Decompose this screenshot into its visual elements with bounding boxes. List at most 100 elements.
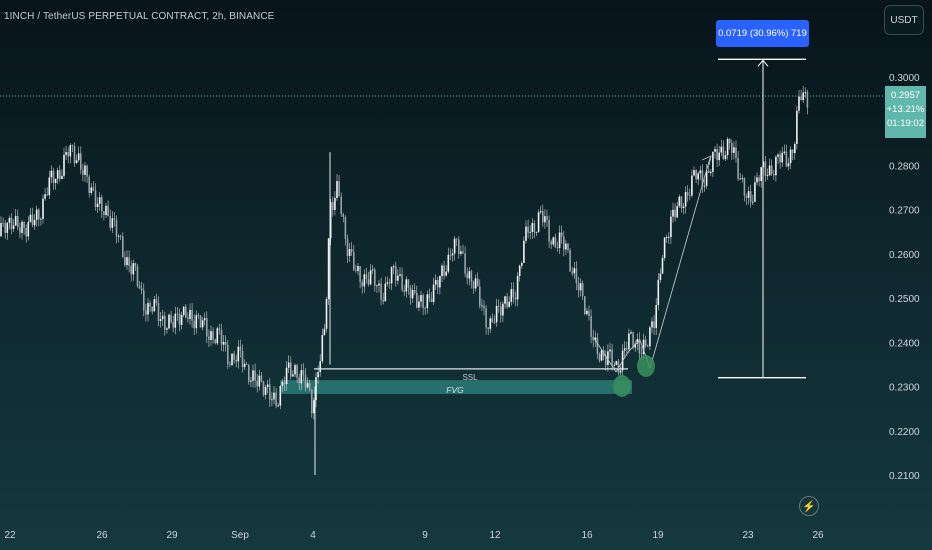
candle-body — [166, 328, 168, 330]
candle-body — [325, 299, 328, 329]
candle-body — [600, 350, 603, 361]
candle-body — [298, 377, 300, 384]
candle-body — [124, 257, 126, 266]
candle-body — [193, 320, 195, 329]
candle-body — [59, 170, 61, 180]
candle-body — [760, 167, 762, 182]
candle-body — [277, 405, 279, 407]
time-tick-label: Sep — [231, 530, 249, 541]
candle-body — [474, 278, 477, 289]
candle-body — [38, 209, 40, 220]
candle-body — [449, 254, 452, 256]
candle-body — [283, 381, 286, 385]
candle-body — [483, 305, 485, 309]
candle-body — [248, 364, 250, 382]
candle-body — [388, 282, 391, 284]
candle-body — [250, 380, 252, 382]
candle-body — [542, 211, 544, 223]
candle-body — [241, 350, 244, 368]
candle-body — [500, 306, 502, 316]
candle-body — [269, 384, 271, 400]
candle-body — [447, 254, 450, 272]
candle-body — [466, 273, 468, 279]
bar-countdown: 01:19:02 — [887, 118, 924, 129]
candle-body — [640, 353, 643, 355]
price-range-measure-label[interactable]: 0.0719 (30.96%) 719 — [716, 20, 809, 47]
candle-body — [443, 265, 445, 276]
candle-body — [779, 154, 781, 163]
candle-body — [6, 222, 9, 233]
candle-body — [220, 330, 223, 345]
candle-body — [243, 363, 246, 368]
candle-body — [140, 288, 143, 291]
candle-body — [117, 235, 120, 237]
candle-body — [590, 315, 592, 337]
currency-button[interactable]: USDT — [884, 5, 924, 35]
candle-body — [649, 327, 651, 347]
trend-line[interactable] — [627, 339, 641, 353]
trend-line[interactable] — [615, 351, 629, 373]
candle-body — [374, 269, 376, 286]
candle-body — [632, 332, 634, 348]
candle-body — [434, 280, 437, 285]
candle-body — [21, 221, 23, 233]
candle-body — [208, 336, 210, 340]
candle-body — [682, 206, 685, 209]
candle-body — [766, 175, 769, 177]
candle-body — [481, 305, 483, 307]
candle-body — [728, 138, 731, 144]
candle-body — [359, 266, 361, 282]
trend-line[interactable] — [593, 337, 617, 373]
candle-body — [145, 310, 147, 315]
time-tick-label: 4 — [310, 530, 316, 541]
candle-body — [567, 243, 569, 251]
candle-body — [111, 218, 114, 228]
time-tick-label: 23 — [742, 530, 754, 541]
candle-body — [605, 356, 607, 365]
lightning-icon[interactable]: ⚡ — [799, 496, 819, 516]
candle-body — [2, 223, 4, 224]
candle-body — [10, 217, 13, 229]
candle-body — [245, 363, 248, 365]
candle-body — [231, 353, 233, 366]
candle-body — [340, 196, 342, 214]
candle-body — [212, 331, 214, 340]
candle-body — [54, 178, 57, 183]
candle-body — [233, 353, 235, 360]
candle-body — [691, 175, 693, 196]
price-tick-label: 0.2500 — [889, 294, 920, 305]
candle-body — [546, 216, 548, 220]
fvg-zone[interactable] — [280, 380, 632, 394]
candle-body — [615, 361, 618, 366]
candle-body — [308, 383, 311, 390]
candle-body — [514, 297, 517, 300]
candle-body — [73, 146, 76, 163]
candle-body — [185, 306, 187, 318]
candle-body — [407, 279, 410, 288]
candle-body — [619, 370, 622, 373]
candle-body — [560, 232, 563, 237]
candle-body — [668, 237, 670, 238]
entry-marker[interactable] — [637, 355, 655, 377]
candle-body — [716, 148, 718, 161]
candle-body — [69, 145, 72, 157]
candle-body — [174, 313, 177, 328]
candle-body — [176, 313, 179, 315]
candle-body — [491, 318, 494, 322]
candle-body — [321, 334, 324, 362]
candle-body — [554, 237, 557, 248]
sweep-marker[interactable] — [613, 375, 631, 397]
candle-body — [306, 383, 309, 388]
candle-body — [426, 294, 429, 309]
candle-body — [292, 374, 294, 377]
candle-body — [157, 302, 160, 321]
candle-body — [479, 286, 481, 306]
candle-body — [98, 197, 101, 204]
candle-body — [153, 299, 156, 312]
candle-body — [296, 365, 298, 378]
candle-body — [607, 351, 609, 365]
candle-body — [428, 294, 431, 299]
trend-line[interactable] — [649, 157, 711, 369]
price-tick-label: 0.2600 — [889, 250, 920, 261]
